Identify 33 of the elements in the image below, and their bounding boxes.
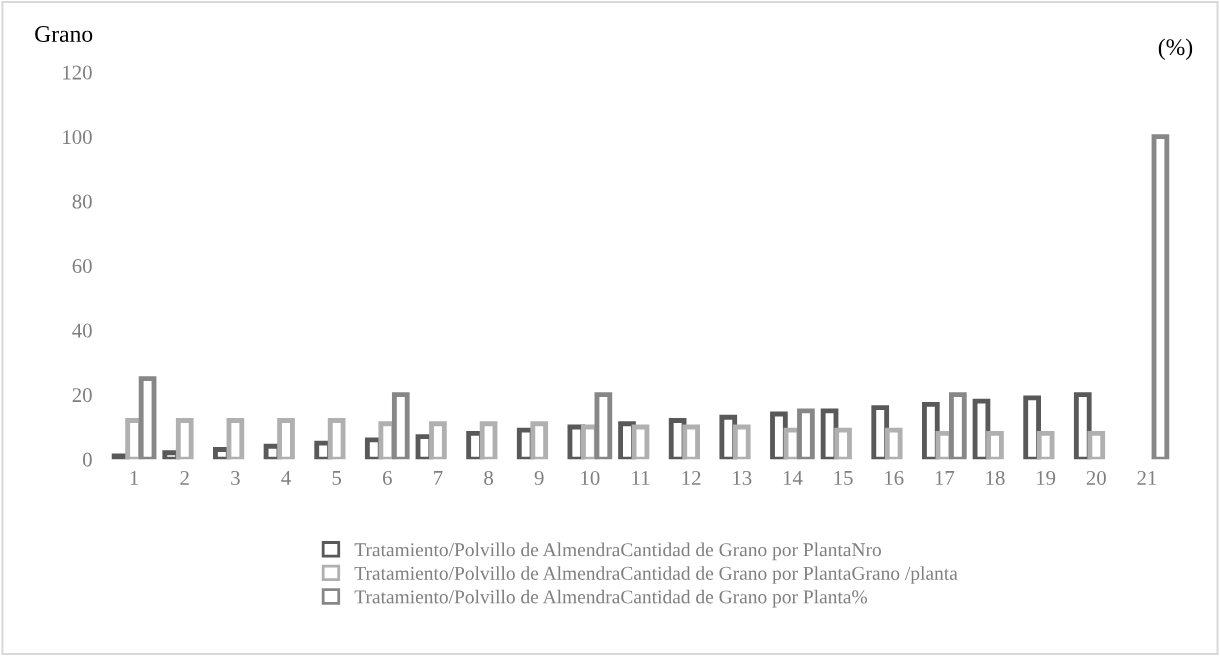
x-tick-label: 19 bbox=[1037, 470, 1056, 485]
legend-label: Tratamiento/Polvillo de AlmendraCantidad de Grano por PlantaNro bbox=[354, 542, 881, 561]
y-tick-label: 100 bbox=[63, 130, 92, 145]
y-axis-title: Grano bbox=[35, 26, 93, 42]
x-tick-label: 1 bbox=[130, 471, 139, 485]
legend-label: Tratamiento/Polvillo de AlmendraCantidad de Grano por PlantaGrano /planta bbox=[354, 566, 958, 584]
x-tick-label: 8 bbox=[484, 470, 493, 485]
x-tick-label: 5 bbox=[332, 471, 342, 485]
x-tick-label: 10 bbox=[581, 470, 600, 485]
x-tick-label: 15 bbox=[834, 471, 853, 485]
x-tick-label: 17 bbox=[935, 471, 955, 485]
x-tick-label: 21 bbox=[1137, 470, 1157, 485]
legend-label: Tratamiento/Polvillo de AlmendraCantidad de Grano por Planta% bbox=[354, 589, 867, 608]
y-tick-label: 80 bbox=[72, 194, 92, 209]
x-tick-label: 16 bbox=[885, 470, 904, 485]
text: (%) bbox=[1158, 38, 1193, 60]
x-tick-label: 9 bbox=[534, 470, 544, 485]
x-tick-label: 12 bbox=[682, 470, 701, 485]
y-tick-label: 60 bbox=[72, 259, 92, 274]
x-tick-label: 11 bbox=[632, 471, 650, 485]
y-tick-label: 120 bbox=[63, 65, 92, 80]
x-tick-label: 2 bbox=[180, 470, 189, 485]
x-tick-label: 4 bbox=[281, 471, 291, 485]
y-tick-label: 0 bbox=[82, 452, 92, 467]
x-tick-label: 18 bbox=[986, 470, 1005, 485]
x-tick-label: 7 bbox=[434, 471, 443, 485]
y-tick-label: 40 bbox=[72, 323, 92, 338]
x-tick-label: 14 bbox=[783, 471, 803, 485]
y-tick-label: 20 bbox=[72, 388, 92, 403]
x-tick-label: 20 bbox=[1086, 470, 1106, 485]
x-tick-label: 3 bbox=[231, 470, 240, 485]
x-tick-label: 13 bbox=[733, 470, 752, 485]
x-tick-label: 6 bbox=[382, 470, 392, 485]
